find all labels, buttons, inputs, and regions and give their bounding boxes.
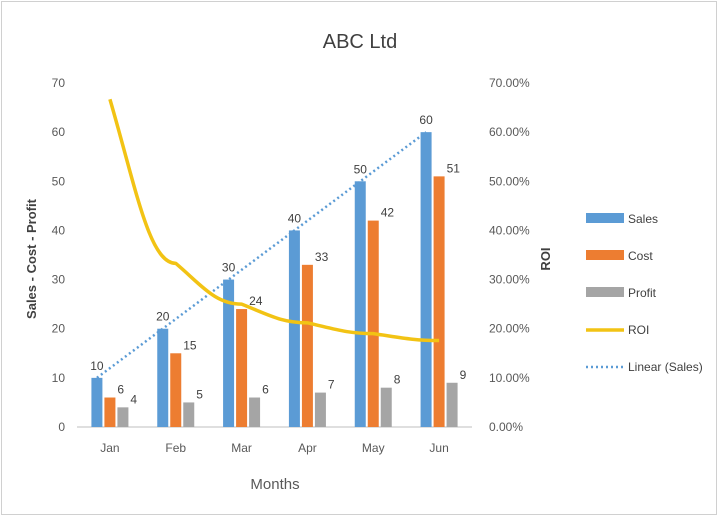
- x-tick-label: Feb: [165, 441, 186, 455]
- bar-profit-jan: [117, 407, 129, 427]
- bar-cost-feb: [170, 353, 182, 427]
- legend-label: Cost: [628, 249, 653, 263]
- secondary-y-axis-ticks: 0.00% 10.00% 20.00% 30.00% 40.00% 50.00% 60.00…: [489, 76, 530, 434]
- legend-swatch: [586, 213, 624, 223]
- data-label-sales: 60: [419, 113, 433, 127]
- bar-cost-apr: [301, 264, 313, 427]
- data-label-cost: 24: [249, 294, 263, 308]
- x-tick-label: Apr: [298, 441, 317, 455]
- roi-line: [108, 98, 440, 343]
- data-label-sales: 30: [222, 261, 236, 275]
- data-label-sales: 10: [90, 359, 104, 373]
- data-label-profit: 4: [130, 392, 137, 406]
- y-tick-label: 60: [52, 125, 66, 139]
- data-labels: 10 20 30 40 50 60 6 15 24 33 42 51 4 5 6 7 8 9: [90, 113, 466, 406]
- data-label-cost: 6: [117, 383, 124, 397]
- bar-sales-jun: [420, 132, 432, 427]
- data-label-sales: 50: [354, 162, 368, 176]
- y-tick-label: 70: [52, 76, 66, 90]
- legend-item-sales: Sales: [586, 212, 658, 226]
- x-tick-label: Mar: [231, 441, 252, 455]
- y-tick-label: 20: [52, 322, 66, 336]
- bar-cost-jun: [433, 176, 445, 427]
- bar-profit-mar: [249, 397, 261, 427]
- bar-profit-apr: [314, 392, 326, 427]
- y2-tick-label: 50.00%: [489, 174, 530, 188]
- bar-cost-may: [367, 220, 379, 427]
- legend-label: Sales: [628, 212, 658, 226]
- y2-tick-label: 60.00%: [489, 125, 530, 139]
- bar-profit-may: [380, 387, 392, 427]
- x-tick-label: May: [362, 441, 385, 455]
- data-label-cost: 15: [183, 338, 197, 352]
- y2-tick-label: 40.00%: [489, 223, 530, 237]
- legend-label: ROI: [628, 323, 649, 337]
- data-label-profit: 8: [394, 373, 401, 387]
- legend-item-cost: Cost: [586, 249, 653, 263]
- trendline: [96, 131, 427, 379]
- y-tick-label: 30: [52, 273, 66, 287]
- bar-cost-jan: [104, 397, 116, 427]
- data-label-cost: 33: [315, 250, 329, 264]
- data-label-cost: 51: [447, 161, 461, 175]
- legend-label: Linear (Sales): [628, 360, 703, 374]
- y-tick-label: 0: [58, 420, 65, 434]
- bar-series: [91, 132, 458, 427]
- y2-tick-label: 0.00%: [489, 420, 523, 434]
- bar-sales-jan: [91, 377, 103, 427]
- legend-item-linear-sales: Linear (Sales): [586, 360, 703, 374]
- chart-title: ABC Ltd: [323, 31, 397, 53]
- bar-sales-apr: [288, 230, 300, 427]
- x-axis-title: Months: [250, 476, 299, 493]
- legend-swatch: [586, 250, 624, 260]
- bar-sales-may: [354, 181, 366, 427]
- y-tick-label: 10: [52, 371, 66, 385]
- y-tick-label: 40: [52, 223, 66, 237]
- x-axis-ticks: Jan Feb Mar Apr May Jun: [100, 441, 449, 455]
- data-label-sales: 20: [156, 310, 170, 324]
- data-label-cost: 42: [381, 206, 395, 220]
- legend-swatch: [586, 287, 624, 297]
- roi-line-series: [108, 98, 440, 343]
- data-label-profit: 6: [262, 383, 269, 397]
- legend-label: Profit: [628, 286, 657, 300]
- legend-item-profit: Profit: [586, 286, 657, 300]
- data-label-profit: 7: [328, 378, 335, 392]
- y2-tick-label: 20.00%: [489, 322, 530, 336]
- y2-tick-label: 70.00%: [489, 76, 530, 90]
- data-label-profit: 9: [460, 368, 467, 382]
- data-label-profit: 5: [196, 387, 203, 401]
- y2-tick-label: 30.00%: [489, 273, 530, 287]
- bar-sales-mar: [223, 279, 235, 427]
- y2-tick-label: 10.00%: [489, 371, 530, 385]
- y-axis-title: Sales - Cost - Profit: [24, 198, 39, 319]
- y-axis-ticks: 0 10 20 30 40 50 60 70: [52, 76, 66, 434]
- bar-sales-feb: [157, 328, 169, 427]
- bar-cost-mar: [236, 309, 248, 427]
- x-tick-label: Jan: [100, 441, 119, 455]
- legend: Sales Cost Profit ROI Linear (Sales): [586, 212, 703, 374]
- secondary-y-axis-title: ROI: [538, 247, 553, 270]
- legend-item-roi: ROI: [586, 323, 649, 337]
- bar-profit-jun: [446, 382, 458, 427]
- x-tick-label: Jun: [429, 441, 448, 455]
- bar-profit-feb: [183, 402, 195, 427]
- trendline-linear-sales: [96, 131, 427, 379]
- y-tick-label: 50: [52, 174, 66, 188]
- data-label-sales: 40: [288, 211, 302, 225]
